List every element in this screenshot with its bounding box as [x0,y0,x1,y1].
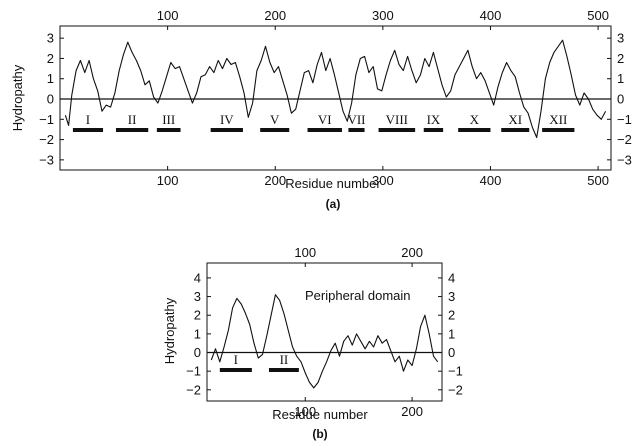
panel-a-y-tick-label-right: −1 [617,112,632,127]
panel-a-segment-bar [348,128,365,132]
panel-b-ylabel: Hydropathy [162,297,177,364]
panel-a-segment-label: V [270,112,280,127]
panel-a-y-tick-label-right: 2 [617,51,624,66]
panel-a-y-tick-label-left: 3 [47,31,54,46]
panel-a-x-tick-label-bottom: 200 [264,173,286,188]
panel-a-segment-bar [115,128,149,132]
panel-b-y-tick-label-left: 0 [194,345,201,360]
panel-b-y-tick-label-left: 2 [194,308,201,323]
panel-a-segment-label: IV [220,112,234,127]
panel-b-y-tick-label-right: 2 [448,308,455,323]
panel-a-y-tick-label-right: −3 [617,152,632,167]
panel-b-label: (b) [312,427,327,441]
panel-a-x-tick-label-top: 200 [264,8,286,23]
panel-a-x-tick-label-bottom: 300 [372,173,394,188]
panel-a-y-tick-label-left: 1 [47,71,54,86]
panel-b-x-tick-label-top: 100 [294,245,316,260]
panel-a-y-tick-label-right: −2 [617,132,632,147]
panel-a-segment-label: IX [427,112,441,127]
panel-b-y-tick-label-left: −1 [186,364,201,379]
panel-a-y-tick-label-left: 0 [47,92,54,107]
peripheral-domain-annotation: Peripheral domain [305,288,411,303]
panel-a-segment-label: III [162,112,175,127]
panel-a-segment-label: II [128,112,137,127]
panel-b-y-tick-label-right: −1 [448,364,463,379]
panel-b-segment-bar [219,368,252,372]
panel-a-segment-label: XII [549,112,567,127]
panel-a-hydropathy-line [64,39,607,139]
panel-b-x-tick-label-top: 200 [401,245,423,260]
panel-a-segment-bar [260,128,290,132]
panel-b-y-tick-label-right: 0 [448,345,455,360]
panel-b-y-tick-label-left: 1 [194,326,201,341]
panel-a-segment-bar [423,128,444,132]
panel-a-segment-label: X [470,112,480,127]
panel-b-x-tick-label-bottom: 100 [294,404,316,419]
panel-a-y-tick-label-right: 3 [617,31,624,46]
panel-b-xlabel: Residue number [272,407,368,422]
panel-b-y-tick-label-left: 4 [194,270,201,285]
panel-a-segments: I II III IV V VI VII VIII IX X XI XII [72,112,575,132]
panel-b-ticks: 100 200 100 200 4 3 2 1 0 −1 −2 4 3 2 1 0 −1 −2 [186,245,463,419]
panel-b-y-tick-label-right: −2 [448,382,463,397]
panel-b: Hydropathy Residue number (b) Peripheral… [162,245,463,441]
panel-b-x-tick-label-bottom: 200 [401,404,423,419]
panel-a-segment-bar [501,128,530,132]
panel-a-segment-label: I [86,112,90,127]
panel-a-xlabel: Residue number [285,176,381,191]
panel-a-segment-bar [378,128,416,132]
panel-a-segment-label: VI [318,112,332,127]
panel-a-segment-bar [542,128,575,132]
panel-a-y-tick-label-left: 2 [47,51,54,66]
panel-a-x-tick-label-top: 100 [157,8,179,23]
panel-b-frame [206,262,443,402]
panel-a-segment-bar [72,128,104,132]
panel-a-segment-bar [210,128,243,132]
panel-b-segments: I II [219,352,299,372]
panel-a-y-tick-label-left: −3 [39,152,54,167]
panel-b-hydropathy-line [210,294,439,389]
panel-a-x-tick-label-top: 400 [480,8,502,23]
panel-b-y-tick-label-left: 3 [194,289,201,304]
panel-a: Hydropathy Residue number (a) 100 200 300 4… [10,8,632,211]
panel-a-y-tick-label-left: −1 [39,112,54,127]
panel-b-y-tick-label-right: 4 [448,270,455,285]
panel-a-segment-bar [458,128,491,132]
panel-a-x-tick-label-bottom: 100 [157,173,179,188]
panel-a-y-tick-label-right: 0 [617,92,624,107]
panel-a-x-tick-label-bottom: 400 [480,173,502,188]
panel-a-label: (a) [326,197,341,211]
panel-b-y-tick-label-right: 3 [448,289,455,304]
panel-a-segment-label: XI [508,112,522,127]
panel-b-segment-label: II [280,352,289,367]
panel-a-x-tick-label-top: 500 [587,8,609,23]
panel-a-segment-label: VII [347,112,365,127]
panel-a-ticks: 100 200 300 400 500 100 200 300 400 500 3 2 1 0 −1 −2 −3… [39,8,632,188]
panel-a-frame [59,25,612,171]
panel-a-segment-bar [307,128,342,132]
panel-a-x-tick-label-bottom: 500 [587,173,609,188]
panel-b-y-tick-label-right: 1 [448,326,455,341]
panel-a-ylabel: Hydropathy [10,64,25,131]
panel-a-segment-bar [156,128,181,132]
panel-b-segment-label: I [234,352,238,367]
panel-b-segment-bar [268,368,299,372]
panel-a-x-tick-label-top: 300 [372,8,394,23]
panel-b-y-tick-label-left: −2 [186,382,201,397]
panel-a-y-tick-label-left: −2 [39,132,54,147]
panel-a-segment-label: VIII [386,112,408,127]
panel-a-y-tick-label-right: 1 [617,71,624,86]
